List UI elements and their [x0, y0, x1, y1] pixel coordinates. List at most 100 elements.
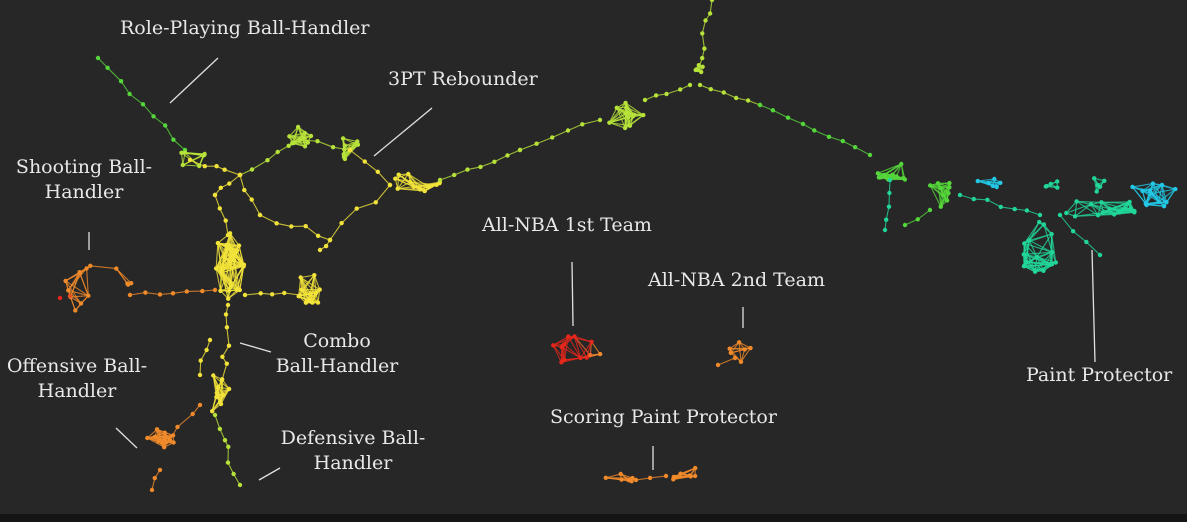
- graph-node: [226, 343, 232, 348]
- graph-edge: [236, 250, 245, 265]
- graph-edge: [1086, 241, 1101, 256]
- graph-node: [299, 287, 304, 292]
- graph-edge: [568, 335, 592, 343]
- graph-edge: [244, 292, 261, 296]
- graph-node: [624, 105, 629, 110]
- graph-node: [607, 120, 612, 125]
- footer-bar: [0, 514, 1187, 522]
- graph-edge: [333, 146, 351, 151]
- graph-node: [1022, 241, 1027, 246]
- graph-node: [985, 197, 990, 202]
- graph-node: [258, 291, 263, 296]
- graph-node: [220, 354, 225, 359]
- graph-edge: [730, 348, 745, 354]
- graph-edge: [156, 429, 163, 444]
- graph-node: [699, 69, 704, 75]
- graph-node: [234, 287, 240, 293]
- graph-edge: [586, 341, 593, 358]
- graph-edge: [120, 80, 131, 95]
- graph-node: [167, 437, 173, 443]
- graph-edge: [616, 107, 626, 129]
- graph-edge: [377, 171, 391, 186]
- graph-node: [998, 180, 1003, 185]
- graph-node: [692, 473, 698, 479]
- graph-node: [213, 266, 219, 271]
- graph-edge: [563, 336, 569, 360]
- graph-edge: [567, 123, 583, 132]
- graph-node: [492, 159, 497, 164]
- graph-node: [355, 139, 360, 144]
- graph-node: [222, 255, 227, 260]
- graph-edge: [230, 264, 245, 288]
- graph-node: [78, 301, 84, 306]
- graph-node: [702, 46, 707, 51]
- graph-node: [387, 182, 393, 188]
- graph-edge: [467, 166, 481, 171]
- graph-node: [118, 79, 124, 84]
- graph-node: [938, 204, 943, 209]
- graph-edge: [591, 341, 601, 355]
- leader-combo: [239, 342, 272, 353]
- graph-node: [938, 186, 944, 191]
- graph-node: [641, 112, 646, 118]
- graph-node: [297, 292, 303, 298]
- graph-node: [1049, 262, 1055, 267]
- graph-node: [226, 288, 232, 293]
- graph-node: [57, 295, 63, 301]
- graph-node: [559, 360, 564, 365]
- graph-node: [1107, 206, 1113, 212]
- graph-node: [887, 177, 893, 183]
- graph-node: [852, 145, 858, 150]
- graph-node: [1140, 188, 1145, 194]
- graph-node: [207, 337, 213, 343]
- graph-edge: [97, 57, 108, 69]
- graph-node: [619, 477, 624, 482]
- graph-node: [812, 128, 817, 133]
- graph-node: [700, 31, 705, 36]
- graph-edge: [228, 174, 241, 185]
- graph-node: [149, 487, 155, 493]
- graph-node: [580, 122, 585, 127]
- graph-node: [426, 184, 431, 189]
- graph-node: [226, 296, 231, 301]
- graph-node: [703, 18, 708, 23]
- graph-edge: [375, 184, 391, 203]
- graph-edge: [300, 277, 320, 291]
- graph-node: [882, 227, 888, 233]
- graph-edge: [1024, 265, 1044, 272]
- graph-edge: [1141, 190, 1147, 204]
- graph-node: [224, 361, 229, 366]
- graph-node: [152, 475, 157, 481]
- graph-edge: [1024, 263, 1053, 267]
- graph-node: [342, 156, 348, 162]
- graph-node: [551, 343, 556, 348]
- graph-edge: [1028, 224, 1045, 241]
- graph-node: [225, 232, 231, 238]
- graph-node: [1055, 185, 1060, 190]
- graph-nodes: [57, 0, 1178, 493]
- graph-node: [465, 167, 470, 172]
- graph-node: [275, 149, 280, 155]
- graph-node: [291, 140, 296, 146]
- graph-node: [452, 172, 457, 178]
- graph-node: [642, 97, 648, 103]
- graph-edge: [453, 169, 468, 176]
- graph-node: [227, 181, 232, 186]
- graph-node: [323, 243, 329, 249]
- graph-node: [1024, 260, 1029, 265]
- graph-edge: [313, 275, 321, 290]
- graph-node: [152, 434, 158, 440]
- graph-node: [395, 186, 400, 191]
- graph-edge: [90, 265, 117, 270]
- graph-node: [396, 172, 401, 177]
- graph-edge: [1023, 243, 1038, 258]
- graph-node: [588, 352, 593, 358]
- graph-node: [224, 242, 229, 248]
- graph-edge: [1076, 200, 1102, 203]
- graph-node: [1041, 268, 1046, 273]
- graph-node: [734, 95, 739, 101]
- graph-edge: [1074, 201, 1078, 217]
- graph-edge: [239, 169, 253, 176]
- graph-node: [927, 207, 933, 213]
- graph-node: [876, 175, 882, 180]
